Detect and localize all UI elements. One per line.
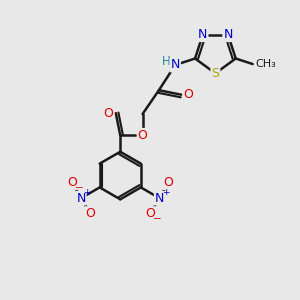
Text: +: + — [83, 188, 91, 197]
Text: N: N — [76, 192, 86, 205]
Text: O: O — [146, 207, 155, 220]
Text: +: + — [162, 188, 169, 197]
Text: N: N — [155, 192, 164, 205]
Text: N: N — [223, 28, 233, 41]
Text: O: O — [184, 88, 194, 101]
Text: N: N — [198, 28, 208, 41]
Text: H: H — [162, 56, 171, 68]
Text: −: − — [74, 183, 83, 193]
Text: −: − — [153, 214, 161, 224]
Text: O: O — [85, 207, 95, 220]
Text: O: O — [138, 129, 148, 142]
Text: CH₃: CH₃ — [255, 59, 276, 69]
Text: S: S — [212, 67, 219, 80]
Text: O: O — [103, 106, 113, 120]
Text: O: O — [67, 176, 77, 189]
Text: O: O — [164, 176, 173, 189]
Text: N: N — [171, 58, 180, 71]
